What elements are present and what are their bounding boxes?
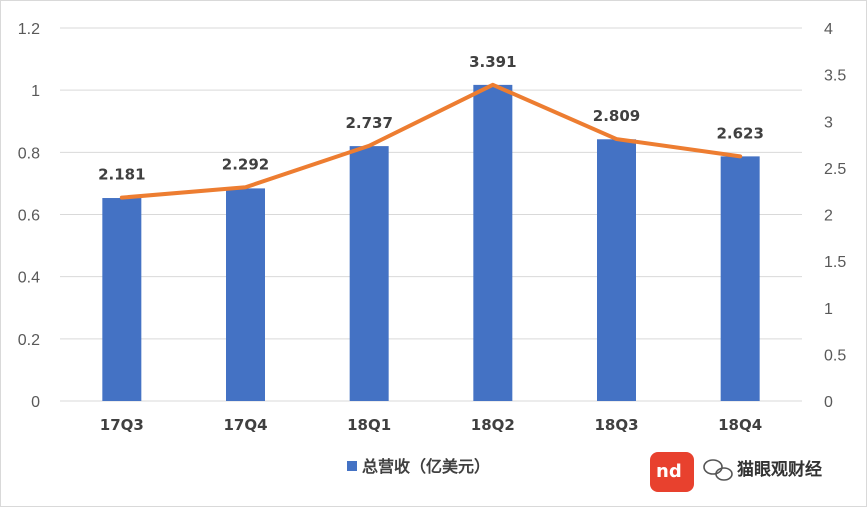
category-label-17Q4: 17Q4 [223, 416, 267, 434]
bar-series [102, 84, 760, 402]
right-axis-ticks: 0 0.5 1 1.5 2 2.5 3 3.5 4 [824, 21, 846, 411]
left-tick-label: 0.2 [18, 332, 40, 349]
watermark-logo [650, 452, 694, 492]
right-tick-label: 2.5 [824, 161, 846, 178]
line-data-labels: 2.181 2.292 2.737 3.391 2.809 2.623 [98, 53, 764, 184]
right-tick-label: 1.5 [824, 254, 846, 271]
right-tick-label: 3.5 [824, 68, 846, 85]
category-label-18Q4: 18Q4 [718, 416, 762, 434]
right-tick-label: 2 [824, 208, 833, 225]
category-label-17Q3: 17Q3 [100, 416, 144, 434]
left-tick-label: 1 [31, 83, 40, 100]
legend-swatch [347, 461, 357, 471]
left-tick-label: 1.2 [18, 21, 40, 38]
data-label-17Q3: 2.181 [98, 166, 145, 184]
data-label-18Q1: 2.737 [345, 114, 392, 132]
right-tick-label: 1 [824, 301, 833, 318]
data-label-18Q4: 2.623 [716, 124, 763, 142]
legend: 总营收（亿美元） [347, 457, 490, 476]
gridlines [60, 27, 802, 402]
bar-18Q2 [473, 84, 513, 401]
right-tick-label: 4 [824, 21, 833, 38]
legend-label: 总营收（亿美元） [362, 457, 490, 476]
category-label-18Q1: 18Q1 [347, 416, 391, 434]
line-path [119, 82, 743, 200]
category-label-18Q2: 18Q2 [471, 416, 515, 434]
category-label-18Q3: 18Q3 [594, 416, 638, 434]
left-tick-label: 0 [31, 394, 40, 411]
line-series [119, 82, 743, 200]
category-labels: 17Q3 17Q4 18Q1 18Q2 18Q3 18Q4 [100, 416, 762, 434]
bar-18Q1 [349, 146, 389, 401]
left-tick-label: 0.8 [18, 145, 40, 162]
left-tick-label: 0.6 [18, 208, 40, 225]
left-axis-ticks: 0 0.2 0.4 0.6 0.8 1 1.2 [18, 21, 40, 411]
watermark-logo-text: nd [656, 461, 682, 482]
bar-18Q3 [597, 139, 636, 402]
data-label-18Q2: 3.391 [469, 53, 516, 71]
bar-18Q4 [720, 156, 760, 401]
left-tick-label: 0.4 [18, 270, 40, 287]
data-label-17Q4: 2.292 [222, 155, 269, 173]
data-label-18Q3: 2.809 [593, 107, 640, 125]
bar-17Q4 [226, 188, 265, 401]
right-tick-label: 0 [824, 394, 833, 411]
right-tick-label: 0.5 [824, 347, 846, 364]
bar-17Q3 [102, 198, 142, 401]
wechat-icon [703, 459, 733, 481]
watermark-text: 猫眼观财经 [737, 459, 822, 480]
right-tick-label: 3 [824, 114, 833, 131]
watermark: nd 猫眼观财经 [650, 452, 822, 492]
